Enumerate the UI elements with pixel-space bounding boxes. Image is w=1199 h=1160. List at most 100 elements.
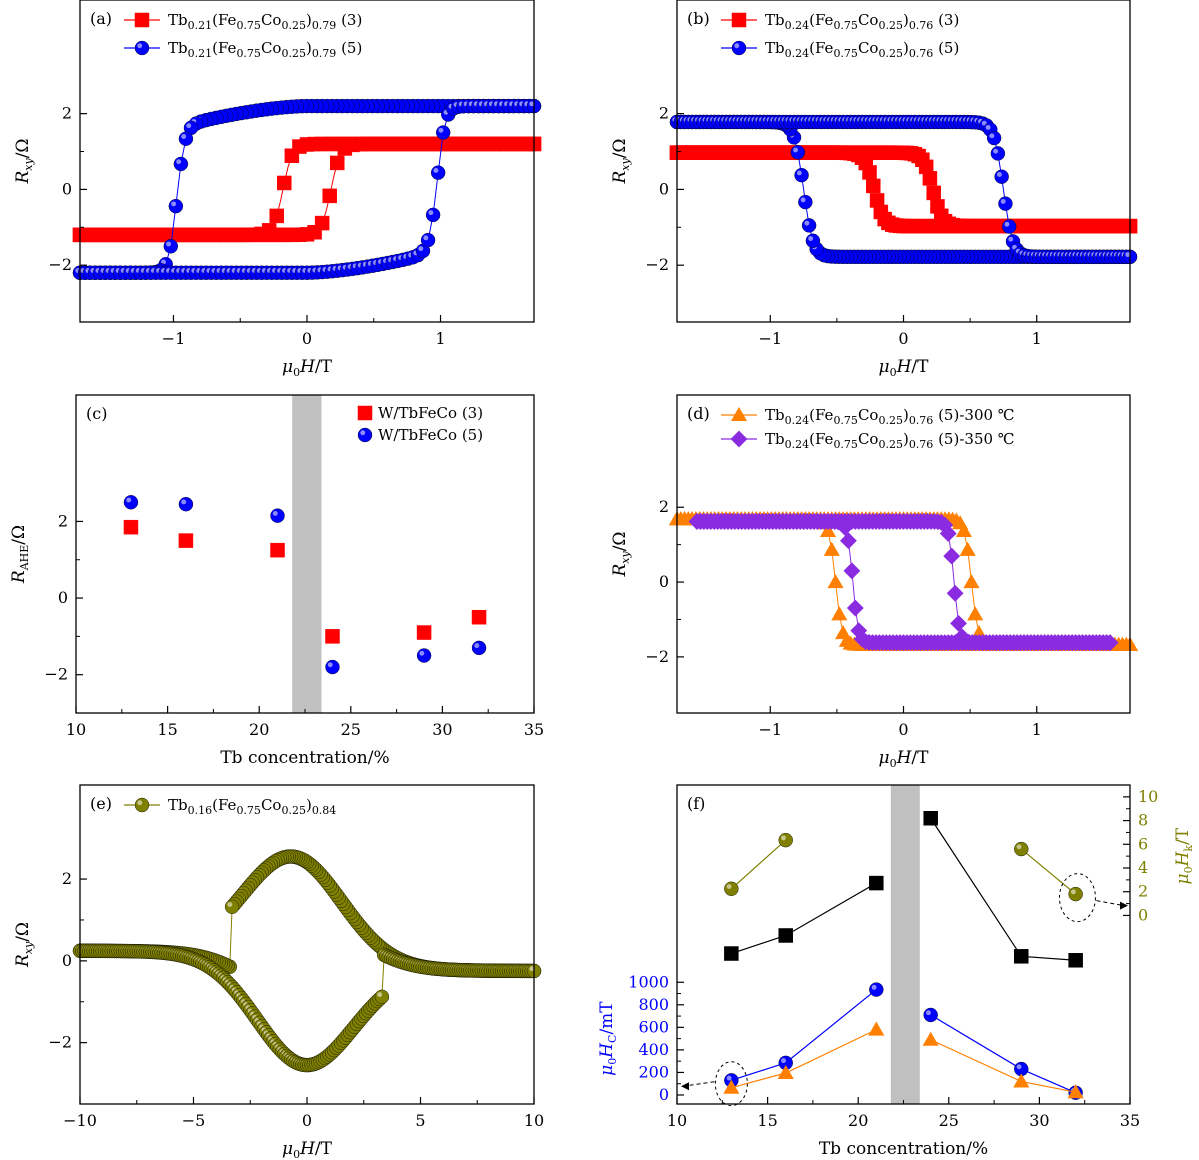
y-tick-label: 0 <box>659 572 669 591</box>
series-line <box>930 817 1076 961</box>
series-blue-line <box>80 105 534 274</box>
series-blue-point-body <box>178 131 194 146</box>
series-blue-point <box>425 207 441 223</box>
y-tick-label: 600 <box>638 1017 669 1036</box>
series-point <box>1068 886 1083 902</box>
y-axis-label-left: μ0HC/mT <box>597 1001 619 1076</box>
legend-marker-shine <box>137 800 143 806</box>
series-red-point <box>330 155 345 171</box>
series-blue-point-body <box>325 659 340 675</box>
legend-marker-body <box>357 427 373 443</box>
series-blue-point <box>270 508 285 523</box>
series-point <box>724 881 739 896</box>
x-tick-label: 0 <box>898 329 908 348</box>
y-tick-label: 1000 <box>628 972 669 991</box>
legend-marker-body <box>134 797 150 813</box>
x-tick-label: 35 <box>524 720 544 739</box>
series-red-point <box>325 629 340 644</box>
series-blue-point <box>420 232 436 248</box>
legend-entry: Tb0.24(Fe0.75Co0.25)0.76 (5) <box>765 39 959 60</box>
y-axis-label: Rxy/Ω <box>13 922 35 968</box>
y-axis-label: Rxy/Ω <box>610 531 632 577</box>
panel-label: (f) <box>687 794 705 813</box>
series-blue-point-shine <box>529 101 535 107</box>
panel-b: −1 0 1 −2 0 2 μ0H/T Rxy/Ω (b) Tb0.24(Fe0.75Co0.25… <box>610 0 1138 379</box>
x-tick-label: −10 <box>63 1111 97 1130</box>
legend-marker <box>134 797 150 813</box>
series-blue-point-body <box>436 125 451 140</box>
series-purple-point <box>840 532 857 550</box>
series-olive-point-body <box>224 899 240 914</box>
series-blue-point-body <box>168 198 184 214</box>
series-point-shine <box>781 1058 786 1064</box>
series-blue-point <box>173 156 189 172</box>
series-blue-point-body <box>990 146 1006 161</box>
arrow-right <box>1096 900 1125 907</box>
x-tick-label: 30 <box>1029 1111 1049 1130</box>
legend-entry: W/TbFeCo (3) <box>378 404 483 422</box>
series-blue-point <box>183 120 199 136</box>
series-point-body <box>923 1007 938 1023</box>
y-tick-label: 2 <box>62 869 72 888</box>
series-blue-point-body <box>1002 219 1017 234</box>
series-red-point <box>322 188 337 204</box>
series-purple-line <box>697 521 1110 644</box>
y-tick-label: 0 <box>659 179 669 198</box>
series-blue-point-body <box>986 130 1002 146</box>
x-tick-label: 35 <box>1120 1111 1140 1130</box>
legend-entry: W/TbFeCo (5) <box>378 426 483 444</box>
series-point-shine <box>1016 844 1022 850</box>
series-orange-point <box>831 606 848 621</box>
series-point-body <box>1068 886 1083 902</box>
series-blue-point-shine <box>438 127 444 133</box>
series-point-shine <box>726 1075 732 1081</box>
series-blue-point <box>436 125 451 140</box>
series-purple-point <box>950 615 967 632</box>
series-olive-point <box>224 899 240 914</box>
shaded-band <box>292 395 322 713</box>
x-tick-label: 10 <box>66 720 86 739</box>
series-line <box>730 839 787 890</box>
y-tick-label: −2 <box>44 665 68 684</box>
x-tick-label: 1 <box>1032 720 1042 739</box>
series-blue-point <box>798 194 813 210</box>
series-blue-point-body <box>270 508 285 523</box>
y-axis-label: Rxy/Ω <box>610 138 632 184</box>
legend-marker-body <box>134 40 150 56</box>
x-tick-label: 1 <box>1032 329 1042 348</box>
series-blue-point-shine <box>272 510 278 516</box>
series-point <box>922 1031 939 1046</box>
series-point <box>1068 953 1083 968</box>
series-blue-point-body <box>123 495 139 510</box>
y-tick-label: 2 <box>62 104 72 123</box>
series-blue-point-body <box>805 233 821 248</box>
y-tick-label: 2 <box>659 497 669 516</box>
series-blue-point-body <box>416 648 432 663</box>
series-red-point <box>284 148 300 163</box>
series-blue-point-shine <box>176 159 182 165</box>
x-tick-label: −1 <box>758 329 782 348</box>
series-purple-point <box>843 562 861 580</box>
y-tick-label: 2 <box>659 104 669 123</box>
series-orange-point <box>963 574 980 589</box>
series-red-point <box>926 185 941 201</box>
series-blue-line <box>677 121 1130 258</box>
series-blue-point-body <box>798 194 813 210</box>
shaded-band <box>890 785 920 1104</box>
series-blue-point <box>990 146 1006 161</box>
series-blue-point-body <box>420 232 436 248</box>
series-olive-point-shine <box>227 902 233 907</box>
series-point <box>1014 841 1029 857</box>
arrow-left-head <box>681 1082 689 1091</box>
series-blue-line <box>80 105 534 274</box>
panel-label: (e) <box>90 794 112 813</box>
x-tick-label: 15 <box>757 1111 777 1130</box>
x-tick-label: −1 <box>758 720 782 739</box>
series-red-point <box>270 542 285 558</box>
series-blue-line <box>677 121 1130 258</box>
y-tick-label: 0 <box>659 1085 669 1104</box>
y-right-tick-label: 6 <box>1138 834 1148 853</box>
series-blue-point-shine <box>1008 236 1014 242</box>
y-right-tick-label: 8 <box>1138 811 1148 830</box>
x-tick-label: 20 <box>249 720 269 739</box>
